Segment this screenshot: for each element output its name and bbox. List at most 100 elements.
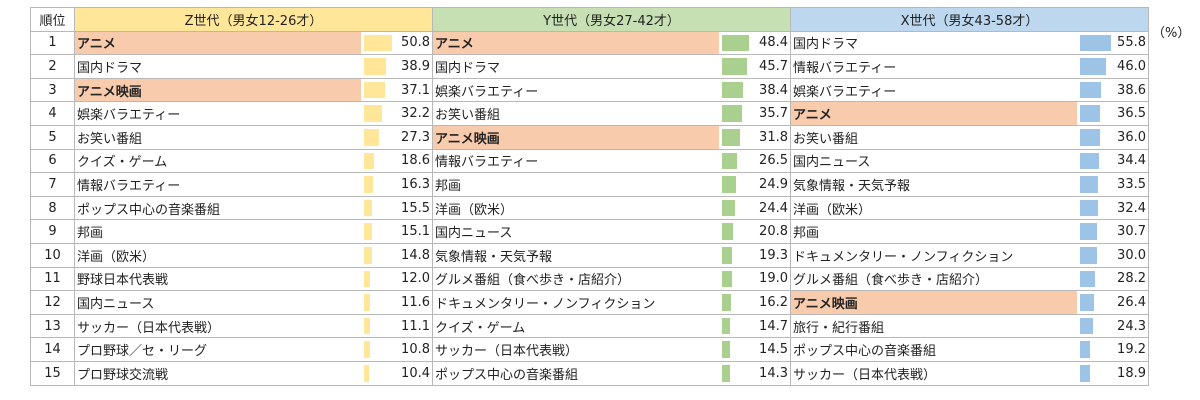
y-genre-name: ポップス中心の音楽番組 <box>432 360 719 386</box>
rank-number: 12 <box>30 290 75 315</box>
y-value-number: 24.9 <box>759 176 788 192</box>
x-genre-name: 旅行・紀行番組 <box>790 313 1077 339</box>
table-row: 11 野球日本代表戦 12.0 グルメ番組（食べ歩き・店紹介） 19.0 グルメ番組（食べ… <box>30 266 1149 292</box>
rank-number: 5 <box>30 124 75 150</box>
x-value-bar <box>1079 246 1097 264</box>
y-value-cell: 19.0 <box>718 266 791 292</box>
x-value-bar <box>1079 364 1091 382</box>
z-value-bar <box>363 152 375 170</box>
rank-number: 10 <box>30 242 75 268</box>
z-value-cell: 38.9 <box>360 54 433 79</box>
z-value-bar <box>363 317 370 335</box>
rank-number: 15 <box>30 360 75 386</box>
table-row: 9 邦画 15.1 国内ニュース 20.8 邦画 30.7 <box>30 219 1149 244</box>
header-row: 順位 Z世代（男女12-26才） Y世代（男女27-42才） X世代（男女43-… <box>30 7 1149 32</box>
y-value-cell: 14.5 <box>718 337 791 362</box>
z-value-number: 12.0 <box>401 271 430 287</box>
z-genre-name: アニメ映画 <box>74 77 361 103</box>
y-value-number: 14.7 <box>759 318 788 334</box>
x-value-cell: 19.2 <box>1076 337 1149 362</box>
z-value-cell: 50.8 <box>360 30 433 56</box>
z-value-bar <box>363 34 393 52</box>
y-genre-name: アニメ <box>432 30 719 56</box>
z-value-cell: 12.0 <box>360 266 433 292</box>
y-value-bar <box>721 34 749 52</box>
table-row: 14 プロ野球／セ・リーグ 10.8 サッカー（日本代表戦） 14.5 ポップス中心の音楽… <box>30 337 1149 362</box>
z-value-bar <box>363 294 371 311</box>
z-value-cell: 11.1 <box>360 313 433 339</box>
x-value-cell: 18.9 <box>1076 360 1149 386</box>
rank-number: 4 <box>30 101 75 126</box>
table-row: 3 アニメ映画 37.1 娯楽バラエティー 38.4 娯楽バラエティー 38.6 <box>30 77 1149 103</box>
z-value-bar <box>363 81 385 99</box>
table-row: 4 娯楽バラエティー 32.2 お笑い番組 35.7 アニメ 36.5 <box>30 101 1149 126</box>
z-value-bar <box>363 199 373 217</box>
y-genre-name: 邦画 <box>432 172 719 197</box>
table-row: 8 ポップス中心の音楽番組 15.5 洋画（欧米） 24.4 洋画（欧米） 32.4 <box>30 195 1149 221</box>
y-genre-name: アニメ映画 <box>432 124 719 150</box>
x-value-cell: 32.4 <box>1076 195 1149 221</box>
x-value-number: 46.0 <box>1117 58 1146 74</box>
z-value-cell: 11.6 <box>360 290 433 315</box>
x-genre-name: 国内ニュース <box>790 148 1077 174</box>
z-genre-name: 情報バラエティー <box>74 172 361 197</box>
x-value-number: 26.4 <box>1117 294 1146 310</box>
table-row: 13 サッカー（日本代表戦） 11.1 クイズ・ゲーム 14.7 旅行・紀行番組 24.3 <box>30 313 1149 339</box>
x-value-cell: 30.7 <box>1076 219 1149 244</box>
z-value-number: 37.1 <box>401 82 430 98</box>
y-value-bar <box>721 223 734 240</box>
x-value-bar <box>1079 152 1099 170</box>
z-value-cell: 14.8 <box>360 242 433 268</box>
x-value-cell: 38.6 <box>1076 77 1149 103</box>
x-value-bar <box>1079 34 1112 52</box>
y-genre-name: ドキュメンタリー・ノンフィクション <box>432 290 719 315</box>
z-genre-name: お笑い番組 <box>74 124 361 150</box>
x-genre-name: 気象情報・天気予報 <box>790 172 1077 197</box>
z-value-number: 27.3 <box>401 129 430 145</box>
table-row: 12 国内ニュース 11.6 ドキュメンタリー・ノンフィクション 16.2 アニメ映画 26… <box>30 290 1149 315</box>
z-value-number: 50.8 <box>401 35 430 51</box>
x-genre-name: 洋画（欧米） <box>790 195 1077 221</box>
y-value-number: 20.8 <box>759 224 788 240</box>
x-value-number: 19.2 <box>1117 342 1146 358</box>
x-value-number: 30.0 <box>1117 247 1146 263</box>
x-value-number: 28.2 <box>1117 271 1146 287</box>
y-value-cell: 31.8 <box>718 124 791 150</box>
y-value-cell: 48.4 <box>718 30 791 56</box>
x-value-bar <box>1079 317 1094 335</box>
y-value-bar <box>721 246 733 264</box>
z-genre-name: 洋画（欧米） <box>74 242 361 268</box>
x-generation-header: X世代（男女43-58才） <box>790 7 1149 32</box>
table-row: 2 国内ドラマ 38.9 国内ドラマ 45.7 情報バラエティー 46.0 <box>30 54 1149 79</box>
rank-number: 6 <box>30 148 75 174</box>
x-value-bar <box>1079 341 1091 358</box>
y-value-cell: 19.3 <box>718 242 791 268</box>
y-value-bar <box>721 364 730 382</box>
y-value-number: 48.4 <box>759 35 788 51</box>
table-row: 7 情報バラエティー 16.3 邦画 24.9 気象情報・天気予報 33.5 <box>30 172 1149 197</box>
z-value-number: 11.1 <box>401 318 430 334</box>
table-row: 15 プロ野球交流戦 10.4 ポップス中心の音楽番組 14.3 サッカー（日本代表戦） 1… <box>30 360 1149 386</box>
z-value-bar <box>363 176 373 193</box>
x-value-number: 33.5 <box>1117 176 1146 192</box>
y-value-number: 14.3 <box>759 365 788 381</box>
x-value-cell: 36.5 <box>1076 101 1149 126</box>
y-value-number: 31.8 <box>759 129 788 145</box>
x-genre-name: ポップス中心の音楽番組 <box>790 337 1077 362</box>
y-value-bar <box>721 341 730 358</box>
z-value-bar <box>363 341 370 358</box>
z-genre-name: クイズ・ゲーム <box>74 148 361 174</box>
x-value-cell: 28.2 <box>1076 266 1149 292</box>
y-value-cell: 24.4 <box>718 195 791 221</box>
z-value-number: 10.4 <box>401 365 430 381</box>
z-value-bar <box>363 58 386 75</box>
z-genre-name: プロ野球交流戦 <box>74 360 361 386</box>
unit-label: （%） <box>1152 26 1191 41</box>
z-genre-name: サッカー（日本代表戦） <box>74 313 361 339</box>
ranking-table-wrapper: 順位 Z世代（男女12-26才） Y世代（男女27-42才） X世代（男女43-… <box>30 7 1149 386</box>
z-value-bar <box>363 246 372 264</box>
z-value-number: 15.5 <box>401 200 430 216</box>
x-value-number: 36.0 <box>1117 129 1146 145</box>
x-genre-name: サッカー（日本代表戦） <box>790 360 1077 386</box>
x-value-bar <box>1079 223 1097 240</box>
